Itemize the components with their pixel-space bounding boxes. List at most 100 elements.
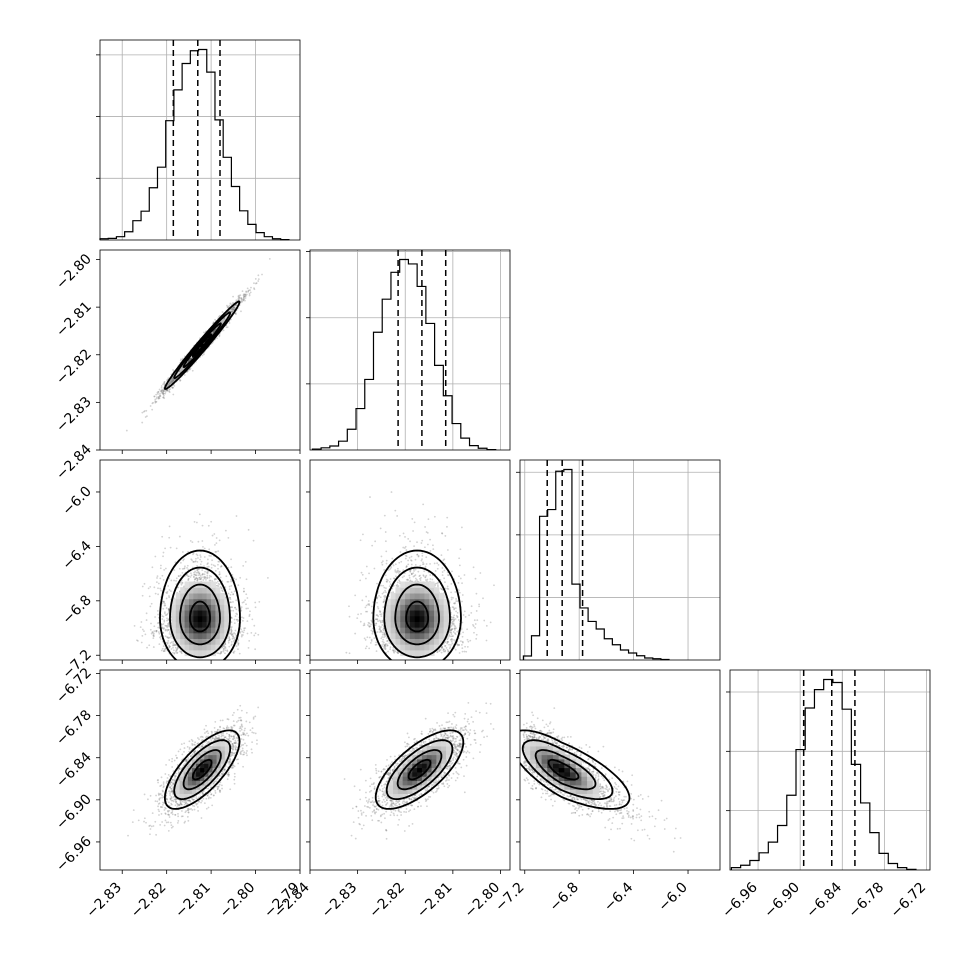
density-cell bbox=[219, 632, 225, 640]
scatter-point bbox=[149, 824, 152, 827]
scatter-point bbox=[243, 590, 245, 593]
density-cell bbox=[171, 604, 177, 611]
scatter-point bbox=[159, 635, 162, 638]
scatter-point bbox=[379, 613, 382, 616]
scatter-point bbox=[187, 550, 189, 553]
scatter-point bbox=[461, 640, 464, 643]
scatter-point bbox=[231, 311, 233, 313]
scatter-point bbox=[384, 574, 387, 577]
scatter-point bbox=[362, 533, 364, 536]
scatter-point bbox=[222, 650, 225, 653]
scatter-point bbox=[160, 589, 162, 592]
scatter-point bbox=[436, 584, 439, 586]
scatter-point bbox=[230, 566, 233, 569]
scatter-point bbox=[191, 809, 194, 811]
scatter-point bbox=[246, 632, 249, 635]
scatter-point bbox=[171, 378, 174, 381]
scatter-point bbox=[155, 397, 158, 400]
scatter-point bbox=[370, 605, 373, 608]
scatter-point bbox=[424, 576, 427, 578]
density-cell bbox=[219, 638, 225, 645]
contour-line bbox=[169, 566, 231, 659]
scatter-point bbox=[433, 515, 436, 518]
scatter-point bbox=[394, 570, 397, 573]
scatter-point bbox=[203, 575, 206, 578]
scatter-point bbox=[243, 298, 246, 301]
scatter-point bbox=[235, 299, 238, 302]
scatter-point bbox=[133, 624, 136, 627]
scatter-point bbox=[364, 639, 367, 641]
density-cell bbox=[184, 609, 190, 617]
scatter-point bbox=[242, 297, 245, 300]
scatter-point bbox=[224, 586, 227, 589]
scatter-point bbox=[189, 368, 191, 371]
scatter-point bbox=[159, 567, 162, 570]
density-cell bbox=[385, 621, 392, 628]
scatter-point bbox=[255, 282, 258, 284]
scatter-point bbox=[219, 729, 221, 732]
scatter-point bbox=[215, 537, 218, 539]
scatter-point bbox=[440, 647, 443, 649]
scatter-point bbox=[198, 578, 201, 581]
scatter-point bbox=[187, 809, 189, 812]
scatter-point bbox=[457, 589, 460, 592]
scatter-point bbox=[171, 380, 174, 383]
scatter-point bbox=[242, 564, 245, 567]
scatter-point bbox=[168, 536, 171, 539]
scatter-point bbox=[172, 379, 175, 382]
density-cell bbox=[171, 621, 177, 628]
scatter-point bbox=[485, 639, 488, 642]
scatter-point bbox=[227, 566, 230, 569]
scatter-point bbox=[217, 582, 220, 585]
scatter-point bbox=[169, 382, 172, 385]
scatter-point bbox=[168, 645, 171, 648]
scatter-point bbox=[170, 590, 172, 592]
scatter-point bbox=[154, 401, 157, 403]
scatter-point bbox=[164, 389, 167, 392]
scatter-point bbox=[441, 571, 444, 573]
scatter-point bbox=[250, 631, 253, 634]
scatter-point bbox=[450, 629, 452, 632]
scatter-point bbox=[238, 296, 241, 299]
scatter-point bbox=[456, 615, 459, 618]
scatter-point bbox=[242, 753, 245, 756]
scatter-point bbox=[452, 606, 455, 609]
scatter-point bbox=[234, 742, 236, 745]
scatter-point bbox=[393, 649, 395, 652]
scatter-point bbox=[251, 618, 254, 621]
scatter-point bbox=[207, 524, 210, 527]
scatter-point bbox=[402, 532, 405, 535]
scatter-point bbox=[452, 617, 455, 619]
scatter-point bbox=[169, 380, 172, 383]
scatter-point bbox=[169, 636, 171, 639]
scatter-point bbox=[164, 614, 167, 617]
scatter-point bbox=[170, 799, 173, 802]
scatter-point bbox=[414, 574, 417, 576]
scatter-point bbox=[160, 390, 163, 393]
scatter-point bbox=[381, 592, 384, 595]
scatter-point bbox=[210, 575, 212, 578]
scatter-point bbox=[154, 800, 157, 803]
scatter-point bbox=[162, 391, 164, 394]
scatter-point bbox=[232, 651, 235, 654]
scatter-point bbox=[137, 640, 139, 642]
scatter-point bbox=[383, 629, 385, 632]
density-cell bbox=[405, 581, 411, 588]
scatter-point bbox=[478, 603, 481, 606]
scatter-point bbox=[432, 548, 435, 550]
scatter-point bbox=[226, 306, 229, 308]
scatter-point bbox=[181, 567, 184, 570]
scatter-point bbox=[380, 613, 383, 616]
scatter-point bbox=[165, 624, 168, 627]
scatter-point bbox=[162, 396, 165, 399]
scatter-point bbox=[149, 828, 152, 830]
density-cell bbox=[211, 615, 216, 622]
scatter-point bbox=[164, 567, 167, 570]
scatter-point bbox=[194, 560, 197, 563]
scatter-point bbox=[376, 596, 379, 599]
scatter-point bbox=[431, 578, 434, 581]
scatter-point bbox=[240, 297, 243, 300]
density-cell bbox=[219, 598, 225, 605]
scatter-point bbox=[195, 576, 198, 579]
density-cell bbox=[419, 638, 425, 645]
